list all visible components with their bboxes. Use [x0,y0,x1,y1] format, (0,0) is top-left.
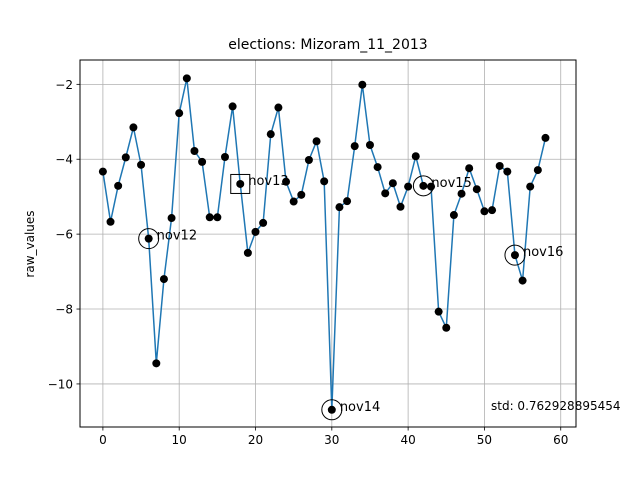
data-point [388,179,397,188]
data-point [503,167,512,176]
data-point [304,155,313,164]
data-point [282,177,291,186]
x-tick-label: 40 [400,433,415,447]
data-point [274,103,283,112]
annotation-circle-marker [138,228,160,250]
data-point [297,190,306,199]
data-point [457,189,466,198]
data-point [251,227,260,236]
data-point [541,133,550,142]
x-tick-label: 10 [172,433,187,447]
grid-lines [80,60,576,427]
data-point [259,218,268,227]
chart-title: elections: Mizoram_11_2013 [228,37,427,53]
data-point [495,161,504,170]
y-tick-label: −10 [48,377,73,391]
data-point [167,214,176,223]
data-point [228,102,237,111]
annotation-square-marker [230,173,251,194]
data-point [411,152,420,161]
annotation-layer: nov12 nov13 nov14 nov15 nov16 [138,173,563,421]
annotation-label: nov13 [248,174,288,189]
x-tick-label: 50 [477,433,492,447]
data-point [518,276,527,285]
data-point [396,202,405,211]
data-point [152,359,161,368]
data-point [159,275,168,284]
data-point [449,211,458,220]
data-point [472,185,481,194]
data-point [289,197,298,206]
y-tick-label: −4 [55,153,73,167]
y-tick-label: −2 [55,78,73,92]
data-point [213,213,222,222]
data-point [98,167,107,176]
data-point [343,197,352,206]
data-point [488,206,497,215]
data-point [182,74,191,83]
data-point [144,234,153,243]
data-point [236,179,245,188]
data-point [137,160,146,169]
data-point [320,177,329,186]
data-point [419,181,428,190]
data-point [510,251,519,260]
axis-ticks: 0 10 20 30 40 50 60 −10 −8 −6 −4 −2 [48,78,569,447]
data-point [121,153,130,162]
data-point [106,217,115,226]
data-point [327,405,336,414]
data-point [205,213,214,222]
annotation-label: nov15 [431,176,471,191]
annotation-label: nov16 [523,245,563,260]
data-point [465,164,474,173]
plot-frame [79,59,577,428]
y-tick-label: −8 [55,303,73,317]
x-tick-label: 0 [99,433,107,447]
data-point [365,141,374,150]
data-point [358,80,367,89]
x-tick-label: 30 [324,433,339,447]
x-tick-label: 60 [553,433,568,447]
data-point [266,130,275,139]
data-point [381,189,390,198]
data-point [243,248,252,257]
annotation-circle-marker [412,175,434,197]
data-point [350,142,359,151]
annotation-circle-marker [504,244,526,266]
data-point [114,181,123,190]
data-point [526,182,535,191]
data-point [129,123,138,132]
data-point [220,152,229,161]
data-point [533,166,542,175]
data-point [312,137,321,146]
data-point [434,307,443,316]
std-annotation: std: 0.762928895454 [491,399,621,413]
data-point [190,147,199,156]
annotation-label: nov14 [340,400,380,415]
data-point [404,182,413,191]
data-point [373,163,382,172]
data-point [198,157,207,166]
x-tick-label: 20 [248,433,263,447]
y-tick-label: −6 [55,228,73,242]
data-point [480,207,489,216]
annotation-label: nov12 [157,229,197,244]
y-axis-label: raw_values [23,210,37,277]
data-point [335,203,344,212]
annotation-circle-marker [321,399,343,421]
data-point [175,109,184,118]
data-point [442,323,451,332]
